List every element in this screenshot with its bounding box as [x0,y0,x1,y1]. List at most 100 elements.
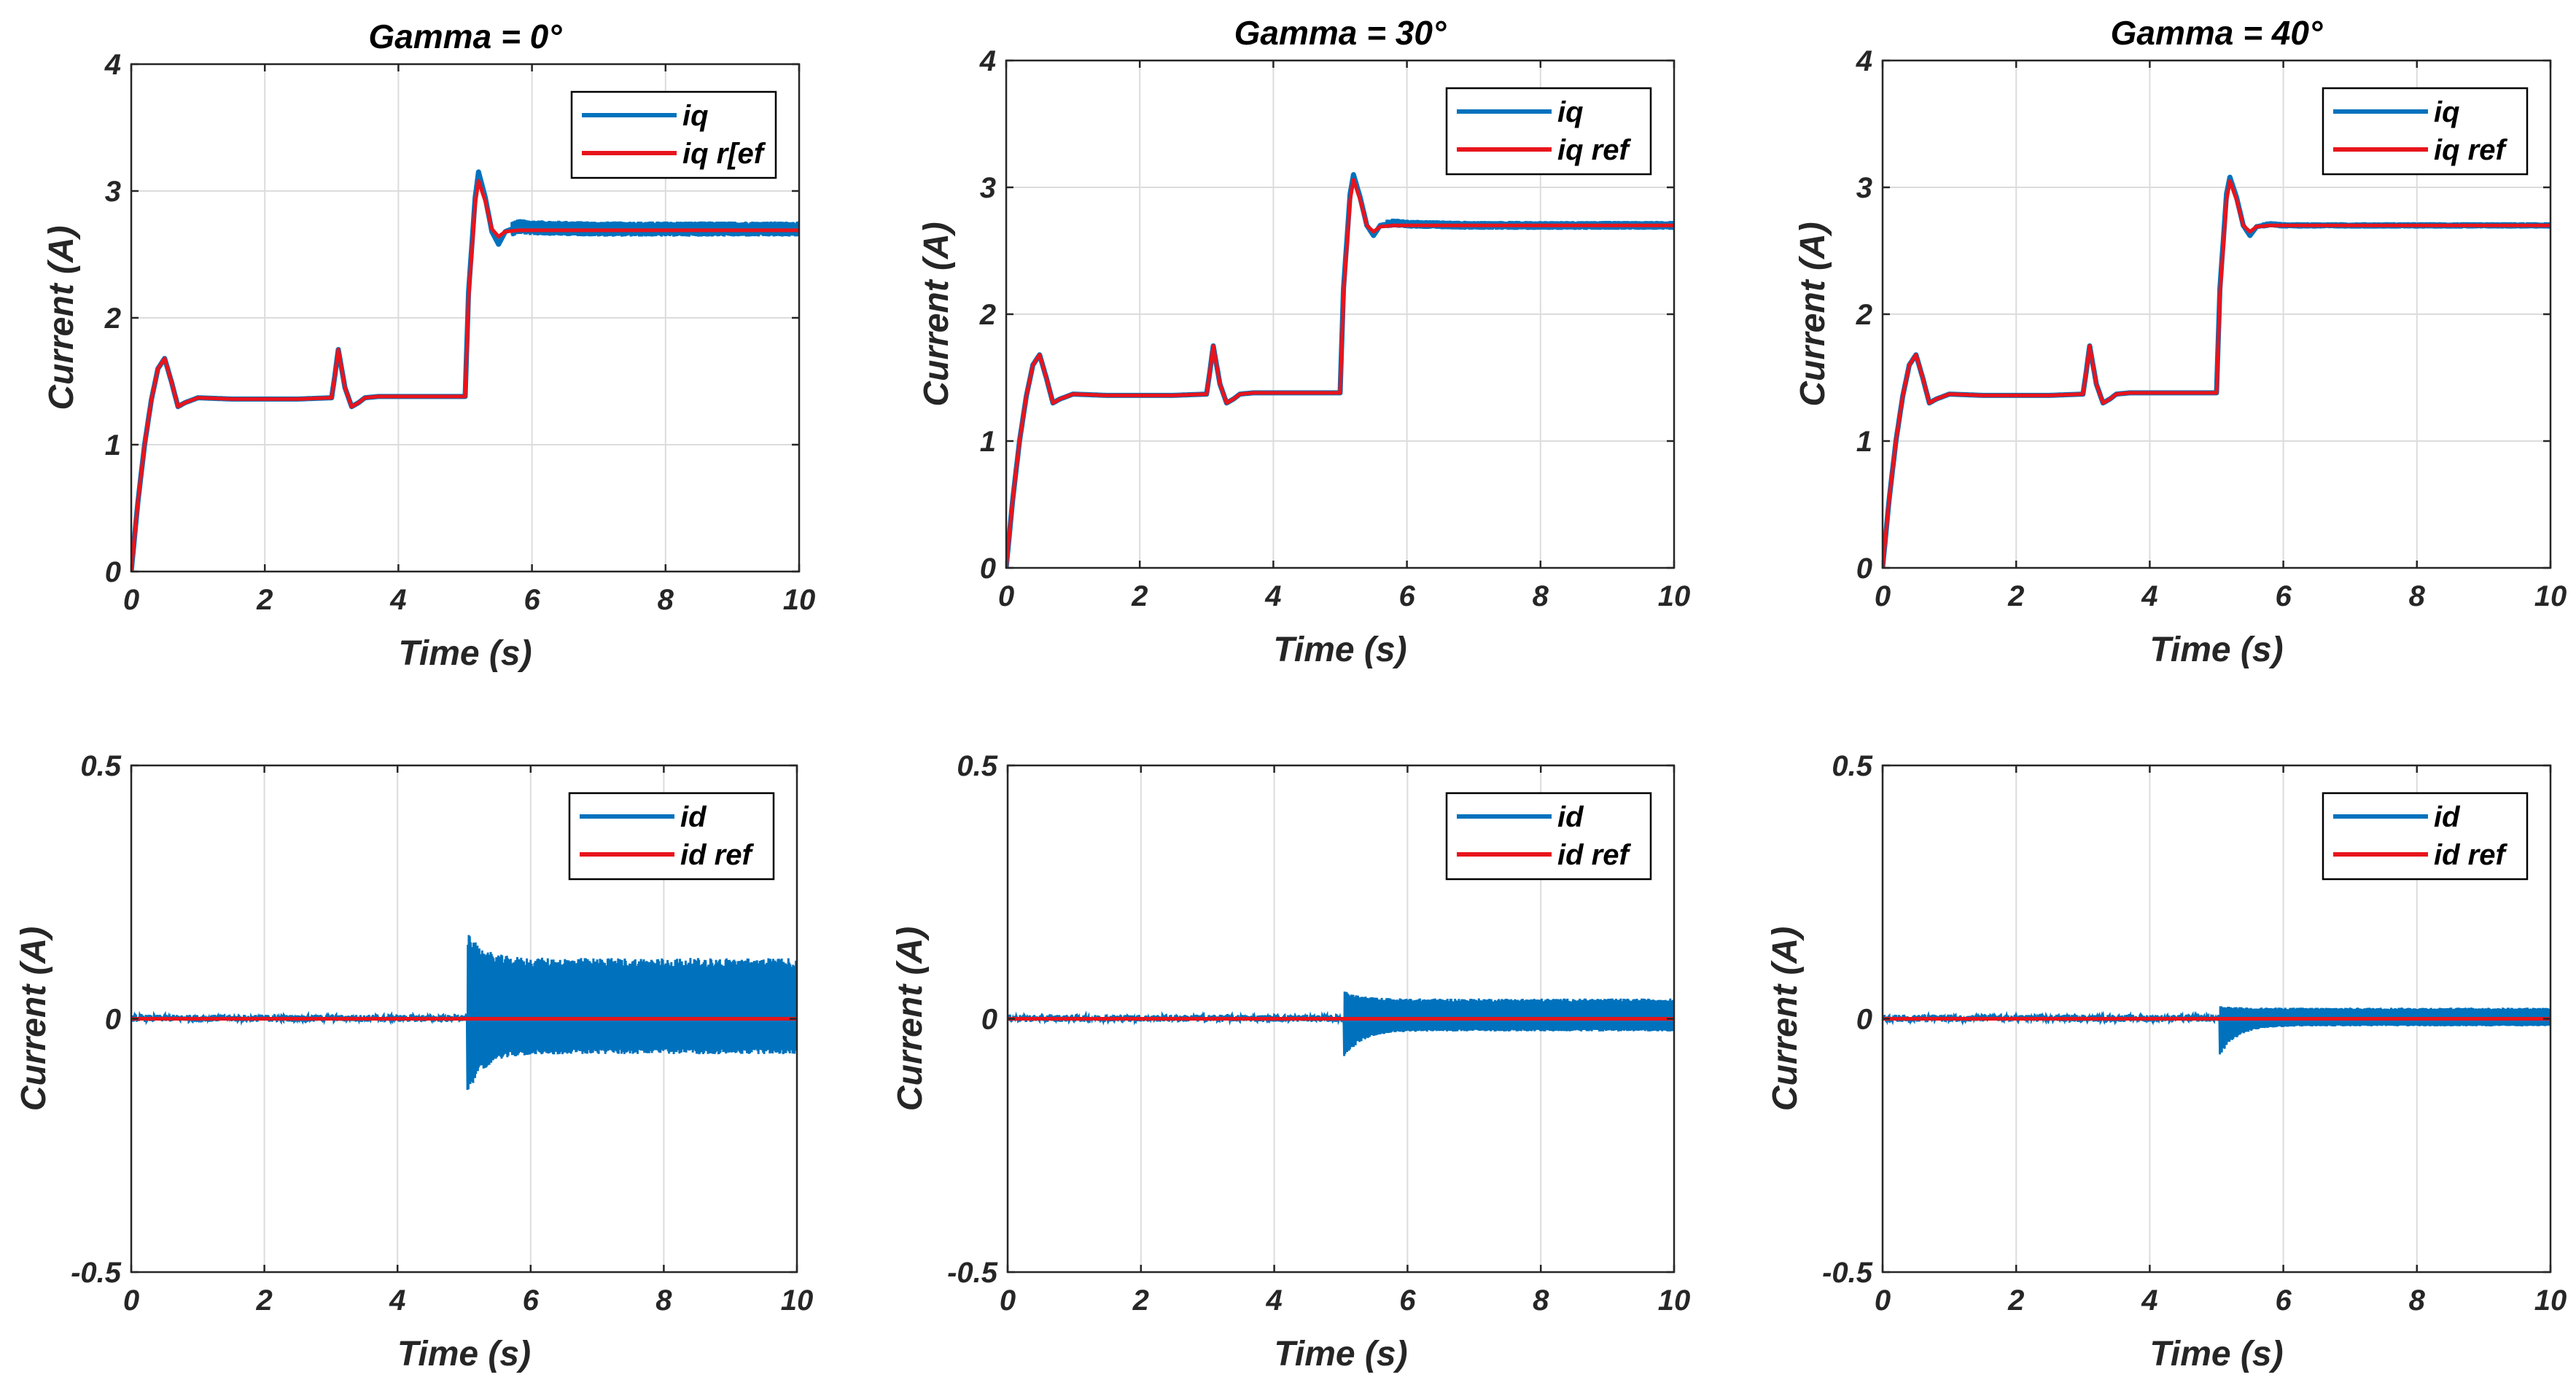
x-tick-label: 6 [1398,580,1415,612]
y-axis-label: Current (A) [42,225,81,410]
x-tick-label: 6 [2275,1284,2292,1317]
series-iq-ripple [1385,218,1674,230]
series-group [1883,1006,2550,1055]
x-tick-label: 2 [2007,580,2024,612]
y-tick-label: 3 [980,172,996,204]
y-tick-label: 0 [980,553,996,585]
legend-box [570,90,777,179]
y-axis-label: Current (A) [1794,222,1832,406]
x-tick-label: 4 [1265,1284,1282,1317]
series-iq-ripple [510,219,799,237]
legend-box [2322,87,2529,176]
x-tick-label: 8 [1533,580,1549,612]
x-tick-label: 6 [1399,1284,1416,1317]
x-tick-label: 0 [123,1284,139,1317]
chart-title: Gamma = 0° [368,17,562,55]
legend-label-s-id: id [2434,801,2461,833]
y-axis-label: Current (A) [917,222,956,406]
x-axis-label: Time (s) [1273,631,1406,669]
x-tick-label: 2 [2007,1284,2024,1317]
y-tick-label: 4 [979,45,996,77]
series-iq-ref-line [1883,179,2550,568]
subplot-2: 0 2 4 6 8 10 0 1 2 3 4 Time (s) Current (A) Gamma = 3… [917,14,1690,669]
y-axis-label: Current (A) [891,927,930,1111]
y-tick-label: 0.5 [1832,750,1872,782]
x-axis-label: Time (s) [397,1335,531,1373]
y-axis-label: Current (A) [15,927,53,1111]
x-tick-label: 4 [389,1284,405,1317]
y-axis-label: Current (A) [1766,927,1805,1111]
y-tick-label: 1 [980,426,996,458]
y-tick-label: 1 [1856,426,1872,458]
y-tick-label: -0.5 [71,1257,122,1289]
y-tick-label: 3 [105,176,121,208]
x-tick-label: 2 [255,1284,272,1317]
x-tick-label: 2 [1131,580,1148,612]
chart-title: Gamma = 40° [2111,14,2323,52]
x-tick-label: 4 [2141,1284,2157,1317]
y-tick-label: 0 [1856,553,1872,585]
legend-label-s-id: id [680,801,707,833]
series-iq-ref-line [1006,178,1674,568]
x-tick-label: 8 [655,1284,672,1317]
x-tick-label: 0 [1000,1284,1016,1317]
x-tick-label: 2 [1132,1284,1149,1317]
subplot-1: 0 2 4 6 8 10 0 1 2 3 4 Time (s) Current (A) Gamma = 0… [42,17,815,673]
legend-label-s-iq-ref: iq ref [2434,134,2507,166]
y-tick-label: -0.5 [1822,1257,1873,1289]
y-tick-label: 1 [105,429,121,461]
legend: iq iq ref [2322,87,2529,176]
x-tick-label: 8 [2409,1284,2426,1317]
legend-label-s-id-ref: id ref [2434,839,2507,871]
x-axis-label: Time (s) [2149,631,2283,669]
x-tick-label: 10 [1658,1284,1691,1317]
y-tick-label: -0.5 [947,1257,998,1289]
x-tick-label: 10 [2534,1284,2567,1317]
x-tick-label: 0 [1875,580,1891,612]
series-group [1883,174,2550,568]
x-tick-label: 8 [658,584,674,616]
x-tick-label: 8 [1533,1284,1549,1317]
series-group [131,935,797,1091]
series-iq-r-ef-line [131,179,799,572]
legend-label-s-iq: iq [682,100,709,132]
legend-box [1445,792,1652,881]
x-tick-label: 4 [1264,580,1281,612]
legend: iq iq ref [1445,87,1652,176]
x-axis-label: Time (s) [1274,1335,1407,1373]
y-tick-label: 4 [104,49,121,81]
legend: id id ref [1445,792,1652,881]
series-group [1008,991,1674,1056]
legend-label-s-iq: iq [2434,96,2460,128]
y-tick-label: 3 [1856,172,1872,204]
subplot-3: 0 2 4 6 8 10 0 1 2 3 4 Time (s) Current (A) Gamma = 4… [1794,14,2567,669]
x-tick-label: 10 [1658,580,1691,612]
y-tick-label: 2 [104,303,121,335]
x-tick-label: 6 [2275,580,2292,612]
x-tick-label: 2 [256,584,273,616]
y-tick-label: 2 [979,299,996,331]
series-group [131,169,799,572]
x-tick-label: 10 [783,584,816,616]
x-tick-label: 6 [523,1284,540,1317]
legend: iq iq r[ef [570,90,777,179]
legend-label-s-id: id [1557,801,1584,833]
y-tick-label: 0 [981,1004,997,1036]
x-tick-label: 0 [1875,1284,1891,1317]
legend-label-s-id-ref: id ref [680,839,754,871]
legend: id id ref [568,792,775,881]
x-tick-label: 8 [2409,580,2426,612]
legend-box [568,792,775,881]
legend-box [2322,792,2529,881]
y-tick-label: 0.5 [80,750,121,782]
y-tick-label: 4 [1856,45,1872,77]
y-tick-label: 0.5 [957,750,997,782]
series-group [1006,172,1674,568]
x-tick-label: 0 [998,580,1014,612]
x-tick-label: 0 [123,584,139,616]
legend-box [1445,87,1652,176]
x-tick-label: 10 [2534,580,2567,612]
legend-label-s-iq-r-ef: iq r[ef [682,138,766,170]
